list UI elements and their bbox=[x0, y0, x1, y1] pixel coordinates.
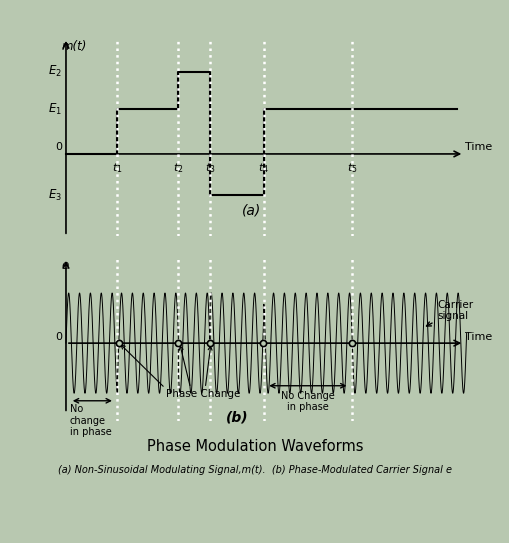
Text: $t_2$: $t_2$ bbox=[173, 161, 183, 175]
Text: (a) Non-Sinusoidal Modulating Signal,m(t).  (b) Phase-Modulated Carrier Signal e: (a) Non-Sinusoidal Modulating Signal,m(t… bbox=[58, 465, 451, 475]
Text: Phase Change: Phase Change bbox=[166, 389, 240, 399]
Text: $t_3$: $t_3$ bbox=[205, 161, 215, 175]
Text: Phase Modulation Waveforms: Phase Modulation Waveforms bbox=[147, 439, 362, 454]
Text: Time: Time bbox=[464, 142, 492, 151]
Text: $t_4$: $t_4$ bbox=[258, 161, 269, 175]
Text: $E_2$: $E_2$ bbox=[48, 64, 62, 79]
Text: (b): (b) bbox=[225, 411, 248, 424]
Text: $t_1$: $t_1$ bbox=[112, 161, 122, 175]
Text: Time: Time bbox=[464, 332, 492, 342]
Text: 0: 0 bbox=[55, 142, 62, 153]
Text: Carrier
signal: Carrier signal bbox=[426, 300, 472, 326]
Text: e: e bbox=[61, 260, 68, 273]
Text: $t_5$: $t_5$ bbox=[346, 161, 356, 175]
Text: No
change
in phase: No change in phase bbox=[70, 405, 111, 438]
Text: m(t): m(t) bbox=[61, 40, 87, 53]
Text: $E_3$: $E_3$ bbox=[48, 187, 62, 203]
Text: (a): (a) bbox=[242, 203, 261, 217]
Text: 0: 0 bbox=[55, 332, 62, 342]
Text: No Change
in phase: No Change in phase bbox=[280, 391, 334, 412]
Text: $E_1$: $E_1$ bbox=[48, 102, 62, 117]
